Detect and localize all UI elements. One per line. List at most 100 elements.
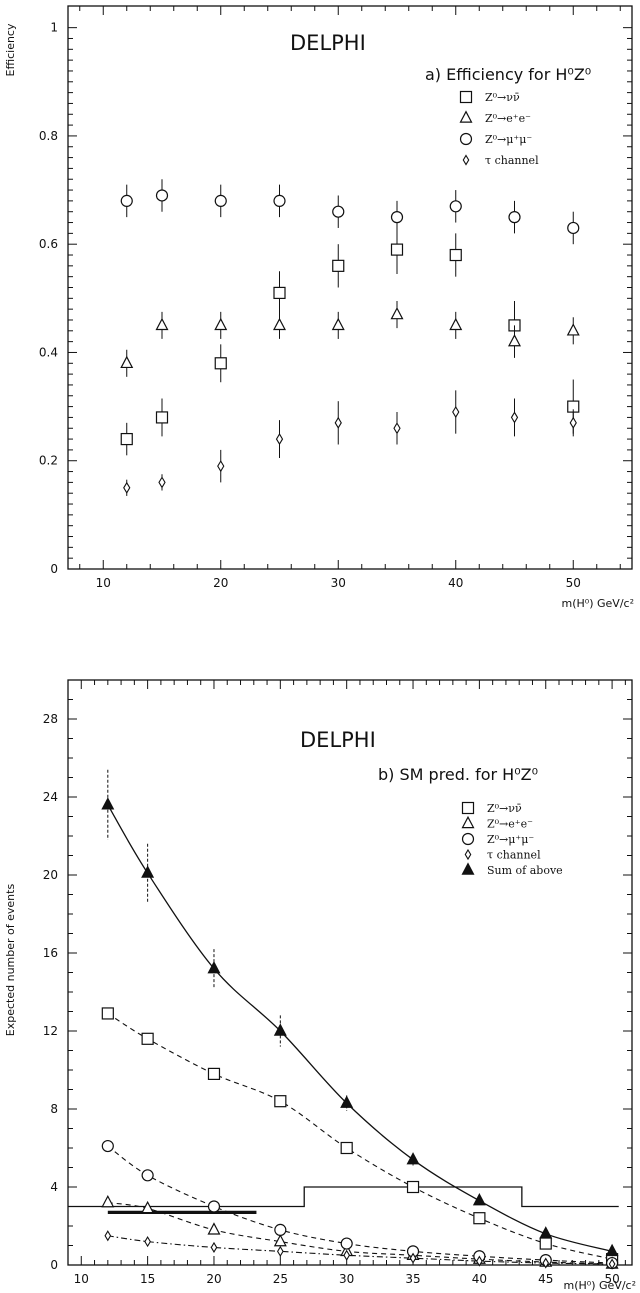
y-axis-label: Expected number of events: [4, 884, 17, 1037]
data-point: [452, 405, 460, 419]
data-point: [207, 1200, 221, 1213]
data-point: [207, 1222, 221, 1235]
legend-label: Z⁰→e⁺e⁻: [485, 112, 531, 125]
x-tick-label: 45: [538, 1272, 553, 1286]
x-tick-label: 50: [566, 576, 581, 590]
data-point: [141, 1032, 154, 1045]
data-point: [120, 355, 134, 369]
data-point: [449, 317, 463, 331]
data-point: [569, 416, 577, 429]
data-point: [449, 200, 462, 213]
data-point: [155, 189, 169, 202]
legend-marker: [464, 848, 472, 861]
x-tick-label: 35: [405, 1272, 420, 1286]
legend-marker: [461, 832, 475, 846]
data-point: [101, 1194, 115, 1208]
data-point: [449, 248, 462, 262]
data-point: [542, 1257, 550, 1269]
legend-marker: [459, 132, 473, 146]
legend-label: τ channel: [485, 154, 539, 167]
data-point: [276, 1245, 284, 1257]
data-point: [274, 1223, 287, 1237]
series-curve: [107, 1012, 613, 1260]
data-point: [214, 194, 227, 207]
legend-label: Z⁰→νν̄: [485, 91, 520, 104]
data-point: [340, 1237, 353, 1250]
data-point: [217, 460, 225, 473]
legend-marker: [459, 110, 473, 123]
data-point: [390, 243, 404, 256]
data-point: [340, 1095, 354, 1108]
x-tick-label: 30: [331, 576, 346, 590]
data-point: [274, 1095, 287, 1108]
data-point: [390, 306, 404, 320]
x-tick-label: 15: [140, 1272, 155, 1286]
step-line: [68, 1186, 619, 1208]
y-tick-label: 8: [50, 1102, 58, 1116]
x-tick-label: 25: [273, 1272, 288, 1286]
data-point: [566, 323, 580, 336]
x-tick-label: 10: [74, 1272, 89, 1286]
data-point: [207, 1067, 221, 1081]
legend-marker: [462, 154, 470, 166]
data-point: [120, 432, 133, 446]
legend-label: Z⁰→μ⁺μ⁻: [485, 133, 532, 146]
data-point: [214, 357, 227, 370]
x-tick-label: 50: [604, 1272, 619, 1286]
legend-label: Sum of above: [487, 864, 563, 877]
data-point: [567, 221, 580, 235]
x-tick-label: 40: [472, 1272, 487, 1286]
data-point: [343, 1249, 351, 1261]
data-point: [332, 205, 345, 218]
legend-label: Z⁰→νν̄: [487, 802, 522, 815]
data-point: [539, 1237, 552, 1250]
data-point: [605, 1243, 619, 1257]
legend-label: Z⁰→e⁺e⁻: [487, 818, 533, 831]
y-tick-label: 0: [50, 562, 58, 576]
data-point: [332, 259, 345, 272]
data-point: [275, 433, 284, 446]
data-point: [409, 1252, 417, 1264]
data-point: [210, 1241, 218, 1254]
data-point: [101, 797, 115, 810]
data-point: [331, 317, 345, 331]
legend-label: Z⁰→μ⁺μ⁻: [487, 833, 534, 846]
y-tick-label: 0.6: [39, 237, 58, 251]
x-axis-label: m(H⁰) GeV/c²: [564, 1279, 636, 1292]
data-point: [144, 1236, 151, 1248]
data-point: [155, 411, 169, 424]
data-point: [393, 422, 401, 435]
delphi-header: DELPHI: [300, 728, 376, 752]
data-point: [508, 211, 521, 224]
data-point: [539, 1226, 553, 1239]
data-point: [510, 411, 519, 424]
data-point: [141, 865, 155, 878]
x-tick-label: 30: [339, 1272, 354, 1286]
series-curve: [107, 1145, 613, 1264]
series-curve: [107, 804, 613, 1252]
x-tick-label: 40: [448, 576, 463, 590]
data-point: [104, 1230, 112, 1242]
data-point: [158, 476, 166, 489]
y-tick-label: 20: [43, 868, 58, 882]
data-point: [608, 1258, 616, 1270]
y-tick-label: 24: [43, 790, 58, 804]
data-point: [155, 317, 169, 331]
data-point: [123, 481, 131, 494]
data-point: [141, 1200, 155, 1214]
data-point: [101, 1139, 114, 1153]
y-tick-label: 28: [43, 712, 58, 726]
x-tick-label: 20: [213, 576, 228, 590]
y-tick-label: 0.4: [39, 345, 58, 359]
plot-frame: [67, 5, 633, 570]
y-axis-label: Efficiency: [4, 23, 17, 76]
data-point: [406, 1180, 420, 1194]
data-point: [273, 317, 286, 331]
data-point: [207, 960, 221, 974]
data-point: [273, 194, 286, 207]
expected-events-panel: 10 15 20 25 30 35 40 45 50 0 4 8 12 16 20 24 28 Z⁰→νν̄ Z⁰…: [4, 679, 636, 1292]
legend-marker: [461, 801, 475, 815]
y-tick-label: 16: [43, 946, 58, 960]
y-tick-label: 0.2: [39, 454, 58, 468]
